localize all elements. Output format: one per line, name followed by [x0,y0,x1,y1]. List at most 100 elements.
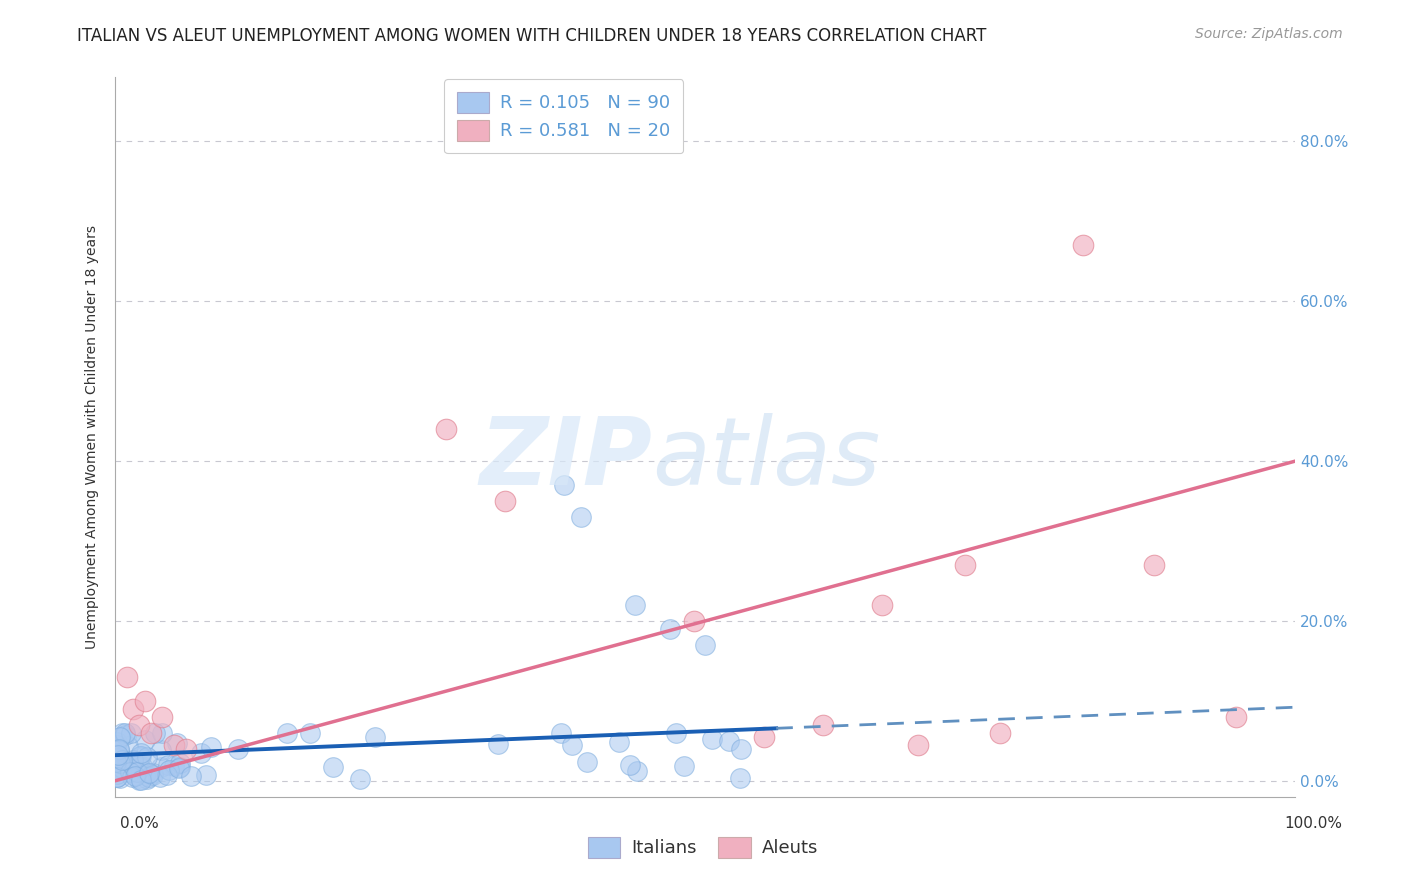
Point [150,743,173,757]
Point [1225,710,1247,724]
Point [108,771,131,785]
Point [434,422,457,436]
Point [108,742,131,756]
Point [1071,238,1094,252]
Point [107,748,129,763]
Point [114,759,136,773]
Point [118,764,141,779]
Point [110,726,132,740]
Point [122,702,145,716]
Point [156,768,179,782]
Point [695,638,717,652]
Point [108,743,131,757]
Point [872,598,894,612]
Point [128,772,150,787]
Point [105,767,128,781]
Point [907,738,929,752]
Point [149,760,172,774]
Point [121,770,143,784]
Point [990,726,1012,740]
Point [127,756,149,771]
Point [150,726,173,740]
Point [105,763,128,777]
Legend: Italians, Aleuts: Italians, Aleuts [581,830,825,865]
Point [494,494,516,508]
Point [623,598,645,612]
Point [200,740,222,755]
Point [134,694,156,708]
Text: ZIP: ZIP [479,413,652,505]
Point [754,730,776,744]
Point [114,760,136,774]
Point [167,761,190,775]
Point [174,741,197,756]
Point [682,614,704,628]
Point [609,734,631,748]
Point [111,760,134,774]
Point [148,770,170,784]
Point [105,756,128,770]
Text: ITALIAN VS ALEUT UNEMPLOYMENT AMONG WOMEN WITH CHILDREN UNDER 18 YEARS CORRELATI: ITALIAN VS ALEUT UNEMPLOYMENT AMONG WOME… [77,27,987,45]
Point [299,726,322,740]
Point [121,753,143,767]
Point [169,760,191,774]
Point [349,772,371,786]
Point [138,770,160,784]
Point [128,718,150,732]
Point [117,739,139,753]
Point [128,760,150,774]
Point [166,736,188,750]
Point [717,733,740,747]
Point [700,732,723,747]
Point [152,710,174,724]
Point [156,758,179,772]
Point [190,747,212,761]
Point [105,770,128,784]
Point [322,760,344,774]
Point [107,750,129,764]
Y-axis label: Unemployment Among Women with Children Under 18 years: Unemployment Among Women with Children U… [86,225,100,649]
Point [105,770,128,784]
Point [673,759,696,773]
Point [163,759,186,773]
Point [139,726,162,740]
Point [128,771,150,785]
Point [138,765,160,780]
Point [571,510,593,524]
Point [124,769,146,783]
Point [111,753,134,767]
Point [659,622,682,636]
Point [110,730,132,744]
Point [129,772,152,787]
Point [1143,558,1166,572]
Point [665,726,688,740]
Point [108,756,131,771]
Point [953,558,976,572]
Legend: R = 0.105   N = 90, R = 0.581   N = 20: R = 0.105 N = 90, R = 0.581 N = 20 [444,79,683,153]
Point [553,478,575,492]
Point [120,726,142,740]
Point [195,768,218,782]
Text: 100.0%: 100.0% [1285,816,1343,831]
Point [180,769,202,783]
Point [129,748,152,763]
Point [129,748,152,763]
Text: atlas: atlas [652,413,880,504]
Point [105,738,128,752]
Point [142,766,165,780]
Point [145,726,167,740]
Point [135,766,157,780]
Point [136,750,159,764]
Point [105,747,128,762]
Point [813,718,835,732]
Point [115,670,138,684]
Point [364,730,387,744]
Point [114,726,136,740]
Text: Source: ZipAtlas.com: Source: ZipAtlas.com [1195,27,1343,41]
Point [135,772,157,786]
Point [134,732,156,747]
Point [730,741,752,756]
Point [105,734,128,748]
Point [142,768,165,782]
Point [226,742,249,756]
